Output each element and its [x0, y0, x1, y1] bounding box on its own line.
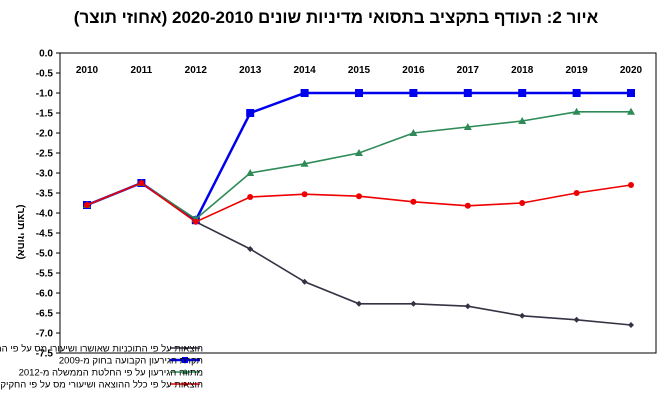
y-tick-label: -4.0: [36, 209, 54, 220]
data-point: [628, 182, 634, 188]
data-point: [355, 89, 363, 97]
data-point: [463, 89, 472, 97]
y-axis-label: (אחוזי תוצר): [15, 205, 26, 260]
legend-label: הוצאות על פי התוכניות שאושרו ושיעורי מס …: [0, 343, 203, 355]
legend-item: הוצאות על פי התוכניות שאושרו ושיעורי מס …: [0, 343, 203, 355]
data-point: [519, 312, 526, 319]
data-point: [464, 303, 471, 310]
legend-item: מתווה הגירעון על פי החלטת הממשלה מ-2012: [19, 367, 203, 379]
data-point: [301, 191, 308, 198]
legend-swatch-marker: [182, 357, 188, 363]
data-point: [300, 159, 309, 167]
y-tick-label: -2.0: [36, 129, 54, 140]
y-tick-label: -1.5: [36, 109, 54, 120]
data-point: [138, 180, 145, 186]
y-tick-label: -6.0: [36, 289, 54, 300]
data-point: [519, 200, 526, 206]
data-point: [300, 89, 309, 97]
data-point: [192, 218, 199, 225]
data-point: [301, 278, 308, 285]
x-tick-label: 2015: [348, 65, 371, 76]
data-point: [518, 117, 527, 124]
data-point: [572, 107, 581, 115]
y-tick-label: -5.5: [36, 269, 54, 280]
x-tick-label: 2017: [457, 65, 480, 76]
y-axis: 0.0 -0.5 -1.0 -1.5 -2.0 -2.5 -3.0 -3.5 -4.0 -4.5 -…: [36, 49, 60, 360]
data-point: [464, 202, 471, 209]
data-point: [518, 89, 527, 97]
legend: הוצאות על פי התוכניות שאושרו ושיעורי מס …: [0, 343, 203, 391]
x-tick-label: 2018: [511, 65, 534, 76]
plot-area: [59, 52, 657, 354]
legend-swatch-marker: [183, 382, 187, 386]
data-point: [355, 149, 363, 156]
x-tick-label: 2010: [76, 65, 99, 76]
data-point: [627, 89, 635, 97]
series-3: [83, 107, 635, 222]
legend-item: הוצאות על פי כלל ההוצאה ושיעורי מס על פי…: [0, 379, 203, 391]
plot-frame: [59, 52, 657, 354]
data-point: [247, 246, 254, 252]
legend-label: הוצאות על פי כלל ההוצאה ושיעורי מס על פי…: [0, 379, 203, 391]
y-tick-label: -6.5: [36, 309, 54, 320]
data-point: [246, 109, 255, 117]
data-point: [84, 202, 90, 208]
x-tick-label: 2019: [565, 65, 588, 76]
y-tick-label: -2.5: [36, 149, 54, 160]
y-tick-label: -0.5: [36, 69, 54, 80]
legend-label: תקרת הגירעון הקבועה בחוק מ-2009: [59, 356, 203, 367]
data-point: [573, 190, 580, 196]
legend-item: תקרת הגירעון הקבועה בחוק מ-2009: [59, 356, 203, 367]
x-axis: 2010 2011 2012 2013 2014 2015 2016 2017 2018 2019…: [76, 65, 643, 76]
series-4: [84, 180, 634, 225]
y-tick-label: 0.0: [39, 49, 53, 60]
data-point: [409, 89, 418, 97]
y-tick-label: -7.5: [36, 349, 54, 360]
y-tick-label: -3.5: [36, 189, 54, 200]
chart-title: איור 2: העודף בתקציב בתסואי מדיניות שוני…: [73, 8, 599, 27]
y-tick-label: -5.0: [36, 249, 54, 260]
x-tick-label: 2016: [402, 65, 425, 76]
data-point: [247, 194, 254, 200]
legend-label: מתווה הגירעון על פי החלטת הממשלה מ-2012: [19, 367, 203, 379]
y-tick-label: -7.0: [36, 329, 54, 340]
data-point: [463, 123, 472, 130]
data-point: [410, 198, 417, 205]
x-tick-label: 2013: [239, 65, 262, 76]
data-point: [572, 89, 581, 97]
x-tick-label: 2014: [293, 65, 316, 76]
data-point: [628, 322, 634, 328]
y-tick-label: -1.0: [36, 89, 54, 100]
data-point: [356, 193, 362, 200]
x-tick-label: 2012: [185, 65, 208, 76]
data-point: [410, 300, 417, 307]
data-point: [573, 316, 580, 323]
legend-swatch-marker: [182, 369, 188, 374]
y-tick-label: -3.0: [36, 169, 54, 180]
data-point: [246, 169, 255, 176]
y-tick-label: -4.5: [36, 229, 54, 240]
data-point: [627, 107, 635, 115]
data-point: [356, 300, 362, 307]
series-group: [83, 89, 635, 328]
x-tick-label: 2011: [131, 65, 153, 76]
data-point: [409, 129, 418, 136]
x-tick-label: 2020: [620, 65, 643, 76]
legend-swatch-marker: [183, 346, 187, 350]
